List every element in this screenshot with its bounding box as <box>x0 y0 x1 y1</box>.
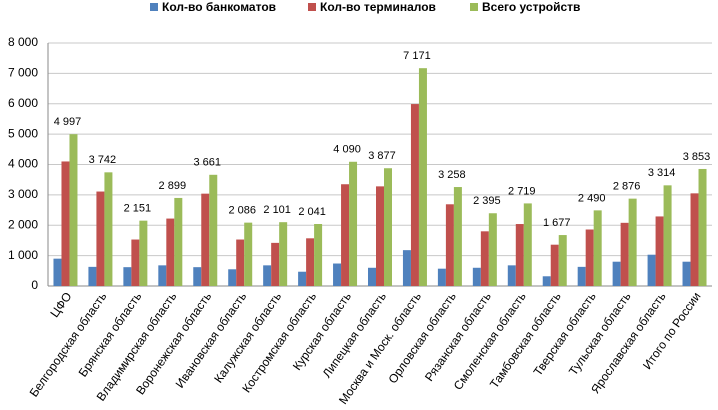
bar <box>341 184 350 286</box>
bar <box>228 269 237 286</box>
value-label: 3 742 <box>89 154 117 166</box>
x-tick-label: Рязанская область <box>422 290 494 384</box>
bar <box>368 267 376 286</box>
bar <box>96 191 105 286</box>
bar <box>349 161 358 286</box>
bar <box>279 222 288 286</box>
value-label: 2 041 <box>298 206 326 218</box>
bar <box>61 161 70 286</box>
bar <box>620 222 629 286</box>
bar <box>593 210 602 286</box>
legend-swatch <box>470 3 478 11</box>
y-tick-label: 0 <box>31 278 38 292</box>
bar <box>628 198 637 286</box>
x-tick-label: ЦФО <box>47 290 74 320</box>
bar <box>542 276 551 286</box>
bar <box>131 239 140 286</box>
value-label: 2 101 <box>263 204 291 216</box>
bar <box>488 213 497 286</box>
legend-swatch <box>308 3 316 11</box>
x-tick-label: Брянская область <box>76 290 145 380</box>
value-label: 7 171 <box>403 50 431 62</box>
bar <box>376 186 384 286</box>
value-label: 3 877 <box>368 150 396 162</box>
value-label: 3 258 <box>438 169 466 181</box>
bar <box>402 250 411 286</box>
bar <box>612 261 621 286</box>
bar <box>158 265 167 286</box>
value-label: 2 719 <box>508 185 536 197</box>
legend-swatch <box>150 3 158 11</box>
value-label: 1 677 <box>543 217 571 229</box>
x-tick-label: Тверская область <box>531 290 599 379</box>
bar <box>472 267 481 286</box>
value-label: 3 853 <box>683 151 711 163</box>
y-tick-label: 5 000 <box>8 126 38 140</box>
bar <box>507 265 516 286</box>
bar <box>88 266 97 286</box>
bar <box>314 224 323 286</box>
value-label: 2 395 <box>473 195 501 207</box>
bar <box>193 267 202 286</box>
x-tick-label: Липецкая область <box>320 290 389 381</box>
value-label: 2 490 <box>578 192 606 204</box>
legend-label: Кол-во банкоматов <box>162 0 276 14</box>
bar <box>298 271 307 286</box>
legend-label: Всего устройств <box>482 0 580 14</box>
x-tick-label: Тульская область <box>566 290 634 378</box>
bar <box>682 261 691 286</box>
y-tick-label: 4 000 <box>8 157 38 171</box>
bar <box>577 266 586 286</box>
bar <box>384 168 392 286</box>
bar <box>437 268 446 286</box>
value-label: 3 314 <box>648 167 676 179</box>
value-label: 3 661 <box>193 157 221 169</box>
y-tick-label: 7 000 <box>8 66 38 80</box>
bar <box>333 263 342 286</box>
bar <box>104 172 113 286</box>
value-label: 4 090 <box>333 144 361 156</box>
bar <box>236 239 245 286</box>
y-tick-label: 2 000 <box>8 217 38 231</box>
bar <box>271 242 280 286</box>
bar <box>445 204 454 286</box>
y-tick-label: 3 000 <box>8 187 38 201</box>
bar <box>550 244 559 286</box>
bar <box>663 185 672 286</box>
bar <box>523 203 532 286</box>
bar <box>174 197 183 286</box>
bar <box>139 220 148 286</box>
bar <box>306 238 315 286</box>
bar <box>558 235 567 286</box>
y-tick-label: 6 000 <box>8 96 38 110</box>
bar <box>209 174 218 286</box>
bar <box>263 265 272 286</box>
bar <box>53 258 62 286</box>
value-label: 2 086 <box>228 205 256 217</box>
bar <box>655 216 664 286</box>
bar <box>244 222 253 286</box>
bar <box>123 267 132 286</box>
bar <box>201 193 210 286</box>
bar <box>166 218 175 286</box>
value-label: 2 151 <box>124 203 152 215</box>
y-tick-label: 1 000 <box>8 248 38 262</box>
bar <box>698 168 707 286</box>
bar <box>690 193 699 286</box>
value-label: 2 876 <box>613 181 641 193</box>
bar <box>69 134 78 286</box>
value-label: 4 997 <box>54 116 82 128</box>
bar <box>453 187 462 286</box>
legend-label: Кол-во терминалов <box>320 0 436 14</box>
bar <box>480 231 489 286</box>
bar <box>410 104 419 287</box>
y-tick-label: 8 000 <box>8 35 38 49</box>
bar <box>418 68 427 286</box>
bar <box>515 224 524 286</box>
bar <box>585 229 594 286</box>
value-label: 2 899 <box>159 180 187 192</box>
bar <box>647 254 656 286</box>
